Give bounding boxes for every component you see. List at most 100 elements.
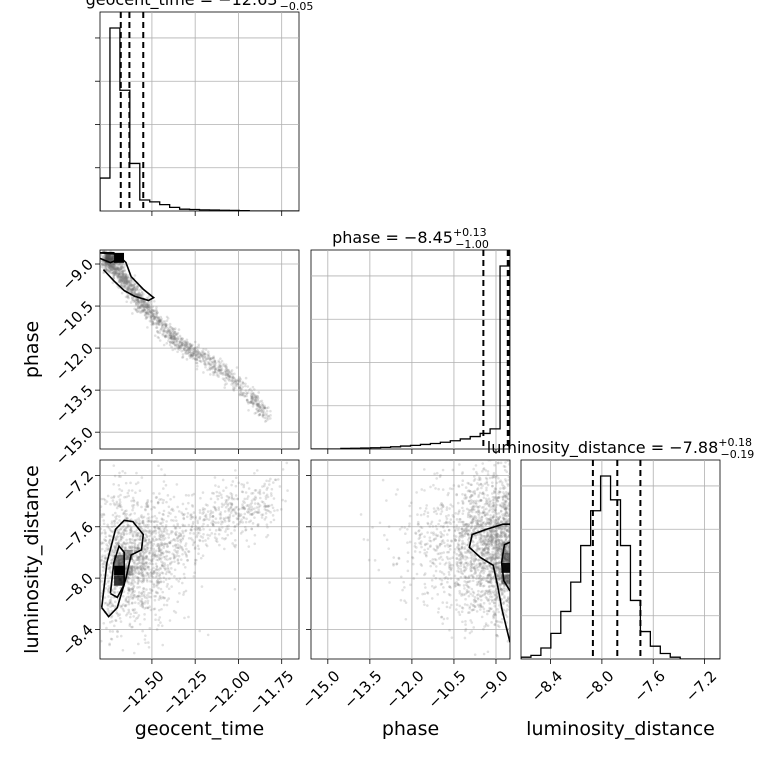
sample-point xyxy=(233,379,237,383)
sample-point xyxy=(133,290,137,294)
sample-point xyxy=(117,530,121,534)
sample-point xyxy=(146,546,149,550)
sample-point xyxy=(462,520,465,524)
sample-point xyxy=(252,403,255,406)
sample-point xyxy=(132,284,135,288)
sample-point xyxy=(207,355,210,358)
sample-point xyxy=(237,508,240,511)
sample-point xyxy=(189,353,193,357)
sample-point xyxy=(144,533,148,537)
sample-point xyxy=(489,581,492,585)
sample-point xyxy=(132,287,135,291)
sample-point xyxy=(489,539,492,543)
sample-point xyxy=(153,317,157,321)
sample-point xyxy=(152,539,156,543)
sample-point xyxy=(129,566,133,569)
sample-point xyxy=(127,588,130,592)
sample-point xyxy=(498,570,501,574)
sample-point xyxy=(457,554,461,557)
sample-point xyxy=(129,288,133,291)
sample-point xyxy=(498,604,501,607)
sample-point xyxy=(455,557,459,560)
sample-point xyxy=(71,623,74,626)
sample-point xyxy=(126,586,130,590)
sample-point xyxy=(116,612,119,616)
sample-point xyxy=(504,479,508,483)
sample-point xyxy=(435,471,439,475)
sample-point xyxy=(434,585,437,589)
sample-point xyxy=(159,621,162,624)
sample-point xyxy=(131,298,134,302)
sample-point xyxy=(485,551,488,555)
sample-point xyxy=(239,378,242,381)
sample-point xyxy=(116,273,120,276)
sample-point xyxy=(256,398,260,401)
sample-point xyxy=(137,577,141,580)
sample-point xyxy=(194,354,198,358)
sample-point xyxy=(461,606,465,610)
sample-point xyxy=(130,291,134,295)
sample-point xyxy=(130,296,134,300)
sample-point xyxy=(199,360,203,364)
sample-point xyxy=(139,515,143,519)
sample-point xyxy=(472,505,476,509)
sample-point xyxy=(105,265,108,268)
sample-point xyxy=(164,557,167,561)
sample-point xyxy=(211,523,215,526)
density-cell xyxy=(122,550,133,560)
sample-point xyxy=(506,596,510,599)
sample-point xyxy=(172,337,176,341)
sample-point xyxy=(149,317,153,321)
sample-point xyxy=(193,346,197,350)
sample-point xyxy=(214,539,218,542)
sample-point xyxy=(458,531,461,535)
sample-point xyxy=(243,506,246,510)
sample-point xyxy=(489,559,493,563)
sample-point xyxy=(185,553,188,557)
sample-point xyxy=(145,562,149,565)
sample-point xyxy=(254,488,258,492)
sample-point xyxy=(170,518,173,522)
sample-point xyxy=(139,288,142,292)
sample-point xyxy=(122,286,125,289)
sample-point xyxy=(404,601,408,604)
sample-point xyxy=(133,546,137,549)
sample-point xyxy=(265,412,268,416)
sample-point xyxy=(164,572,168,576)
sample-point xyxy=(493,598,497,601)
sample-point xyxy=(226,502,230,506)
sample-point xyxy=(501,531,504,535)
sample-point xyxy=(137,290,141,294)
sample-point xyxy=(203,507,207,511)
sample-point xyxy=(160,571,164,574)
sample-point xyxy=(263,505,267,508)
sample-point xyxy=(142,580,145,583)
sample-point xyxy=(103,257,107,260)
sample-point xyxy=(201,554,205,558)
sample-point xyxy=(165,342,169,345)
sample-point xyxy=(202,356,205,360)
sample-point xyxy=(100,515,104,518)
sample-point xyxy=(468,489,472,493)
sample-point xyxy=(100,532,102,536)
sample-point xyxy=(138,522,141,525)
sample-point xyxy=(157,531,161,534)
sample-point xyxy=(223,518,226,521)
sample-point xyxy=(159,548,162,552)
sample-point xyxy=(140,601,144,604)
sample-point xyxy=(477,506,480,509)
sample-point xyxy=(269,417,272,420)
sample-point xyxy=(145,304,149,307)
sample-point xyxy=(426,522,430,526)
sample-point xyxy=(120,276,123,280)
sample-point xyxy=(507,534,510,538)
sample-point xyxy=(453,548,457,551)
sample-point xyxy=(387,525,391,528)
sample-point xyxy=(438,557,441,560)
sample-point xyxy=(144,556,148,560)
sample-point xyxy=(258,413,262,417)
sample-point xyxy=(206,504,209,507)
sample-point xyxy=(492,610,495,613)
sample-point xyxy=(130,546,134,550)
sample-point xyxy=(123,272,127,276)
